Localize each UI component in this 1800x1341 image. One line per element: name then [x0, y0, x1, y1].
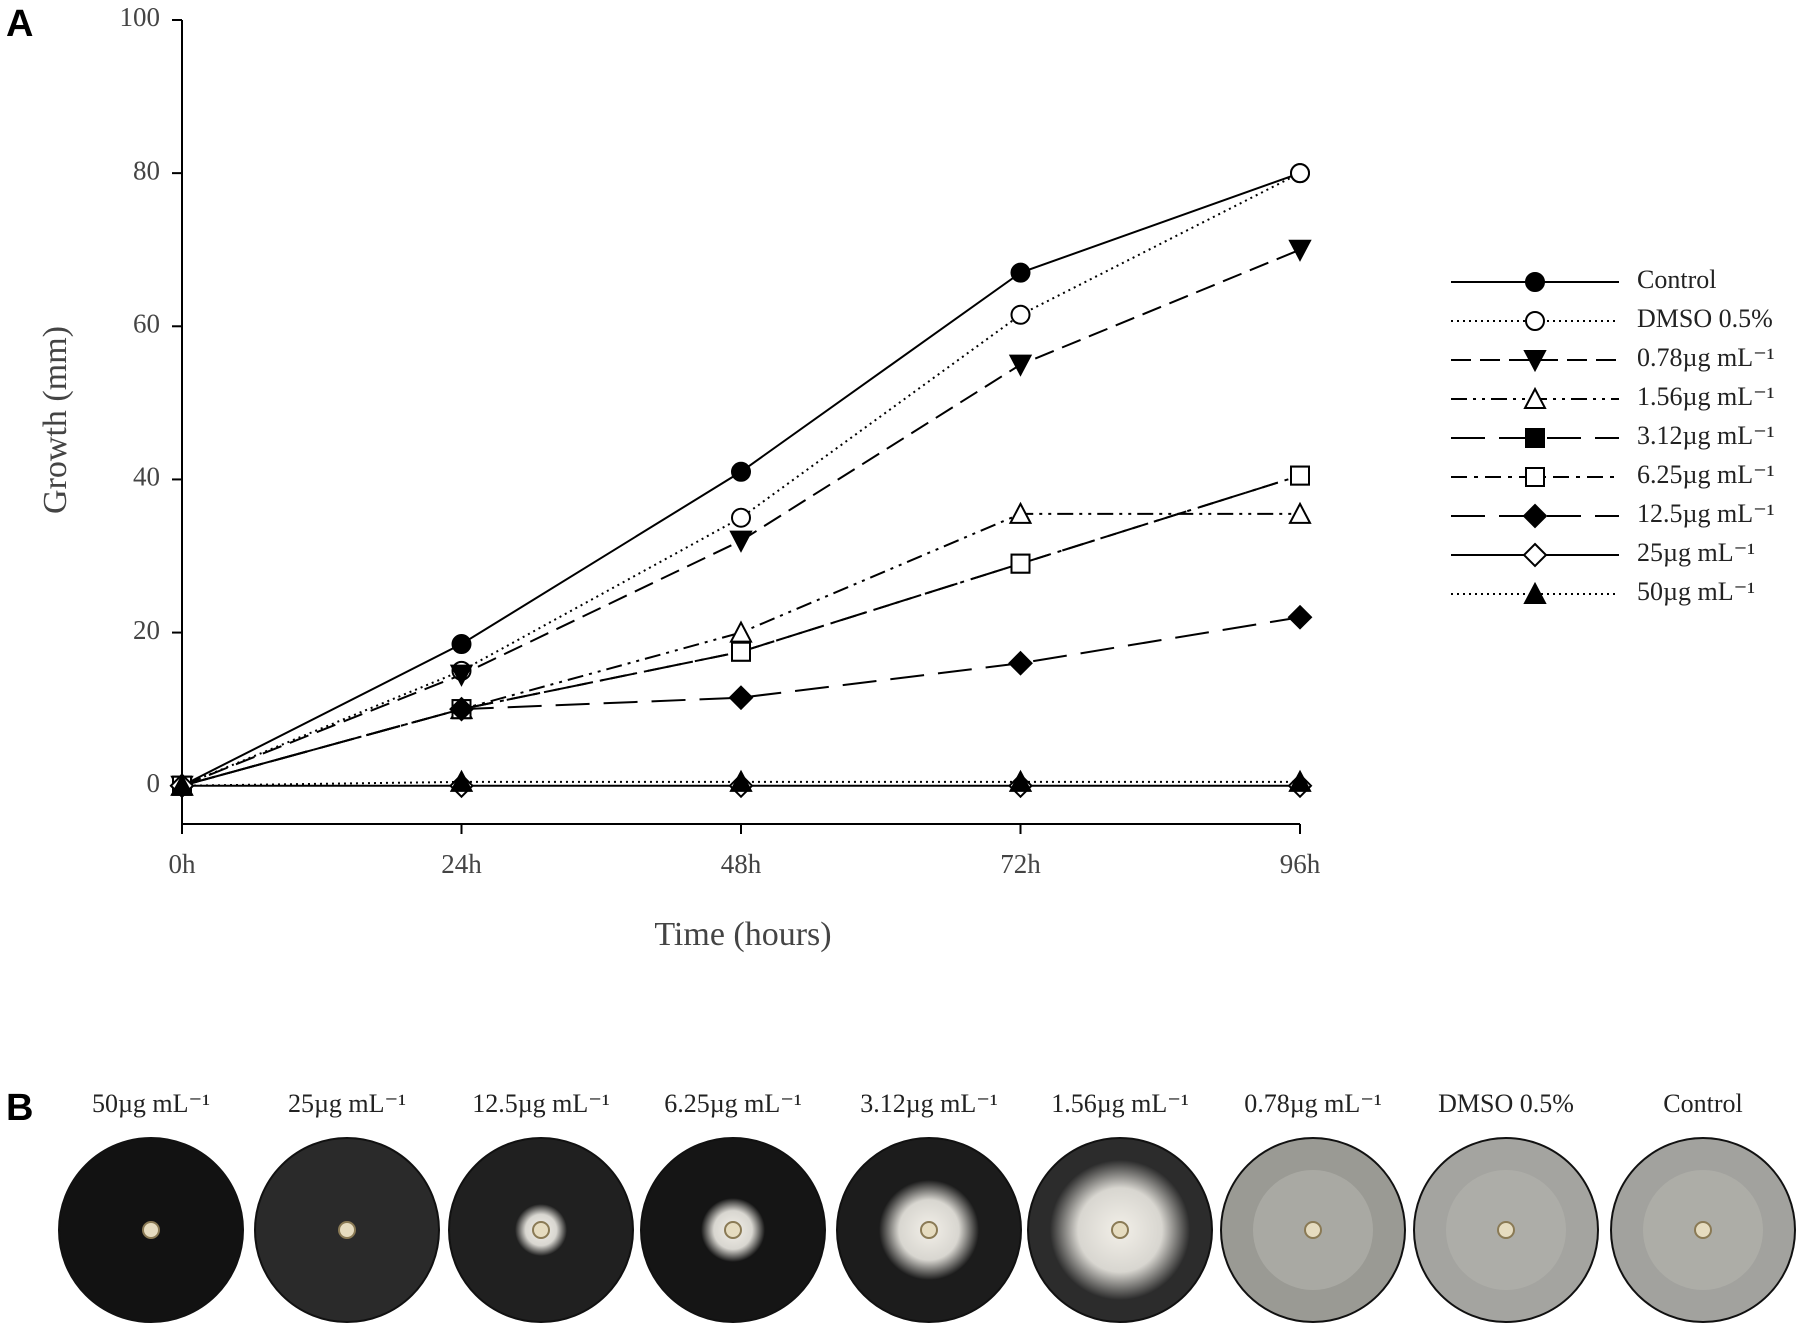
legend-marker — [1523, 350, 1547, 373]
legend-marker — [1525, 467, 1545, 487]
series-line — [181, 616, 1301, 787]
marker — [1288, 769, 1312, 792]
x-tick-label: 0h — [169, 849, 197, 879]
legend-marker — [1525, 272, 1545, 292]
y-tick-label: 40 — [133, 462, 160, 492]
marker — [731, 461, 751, 482]
plug — [1304, 1221, 1322, 1239]
marker — [1010, 304, 1031, 325]
plug — [920, 1221, 938, 1239]
plate-label: 50µg mL⁻¹ — [92, 1089, 210, 1118]
marker — [1008, 650, 1033, 676]
marker — [729, 530, 753, 553]
plug — [142, 1221, 160, 1239]
legend-label: 6.25µg mL⁻¹ — [1637, 460, 1775, 489]
marker — [1290, 163, 1310, 184]
plug — [338, 1221, 356, 1239]
legend-label: 25µg mL⁻¹ — [1637, 538, 1755, 567]
plate-label: 0.78µg mL⁻¹ — [1244, 1089, 1382, 1118]
plate-label: Control — [1663, 1089, 1742, 1118]
plug — [1694, 1221, 1712, 1239]
panel-label: A — [6, 3, 33, 45]
y-tick-label: 100 — [120, 2, 161, 32]
legend-label: 0.78µg mL⁻¹ — [1637, 343, 1775, 372]
y-tick-label: 80 — [133, 155, 160, 185]
plug — [724, 1221, 742, 1239]
panel-label: B — [6, 1087, 33, 1129]
y-tick-label: 20 — [133, 615, 160, 645]
marker — [729, 620, 753, 643]
plug — [532, 1221, 550, 1239]
marker — [731, 507, 751, 528]
plug — [1497, 1221, 1515, 1239]
marker — [1288, 501, 1312, 524]
plate-label: 3.12µg mL⁻¹ — [860, 1089, 998, 1118]
marker — [729, 769, 753, 792]
legend-marker — [1523, 386, 1547, 409]
marker — [449, 696, 474, 722]
marker — [451, 634, 472, 655]
marker — [1010, 553, 1031, 574]
plug — [1111, 1221, 1129, 1239]
marker — [1008, 501, 1033, 524]
marker — [731, 641, 751, 662]
legend-marker — [1525, 428, 1545, 448]
y-axis-title: Growth (mm) — [37, 326, 74, 514]
y-tick-label: 0 — [147, 768, 161, 798]
marker — [449, 664, 474, 687]
marker — [449, 769, 474, 792]
marker — [1008, 769, 1033, 792]
marker — [170, 773, 194, 796]
legend-label: 12.5µg mL⁻¹ — [1637, 499, 1775, 528]
plate-label: 6.25µg mL⁻¹ — [664, 1089, 802, 1118]
marker — [728, 685, 754, 711]
marker — [1288, 239, 1312, 262]
marker — [1290, 465, 1310, 486]
marker — [1008, 354, 1033, 377]
legend-label: DMSO 0.5% — [1637, 304, 1773, 333]
legend-label: 50µg mL⁻¹ — [1637, 577, 1755, 606]
x-tick-label: 96h — [1280, 849, 1321, 879]
legend-marker — [1523, 581, 1547, 604]
legend-marker — [1522, 503, 1548, 529]
x-axis-title: Time (hours) — [654, 916, 831, 953]
legend-label: 1.56µg mL⁻¹ — [1637, 382, 1775, 411]
legend-marker — [1525, 311, 1545, 331]
plate-label: 1.56µg mL⁻¹ — [1051, 1089, 1189, 1118]
plate-label: DMSO 0.5% — [1438, 1089, 1574, 1118]
marker — [1287, 604, 1313, 630]
plate-label: 25µg mL⁻¹ — [288, 1089, 406, 1118]
legend-label: 3.12µg mL⁻¹ — [1637, 421, 1775, 450]
x-tick-label: 24h — [441, 849, 482, 879]
legend-marker — [1522, 542, 1548, 568]
marker — [1010, 262, 1031, 283]
x-tick-label: 48h — [721, 849, 762, 879]
plate-label: 12.5µg mL⁻¹ — [472, 1089, 610, 1118]
y-tick-label: 60 — [133, 308, 160, 338]
legend-label: Control — [1637, 265, 1716, 294]
x-tick-label: 72h — [1000, 849, 1041, 879]
